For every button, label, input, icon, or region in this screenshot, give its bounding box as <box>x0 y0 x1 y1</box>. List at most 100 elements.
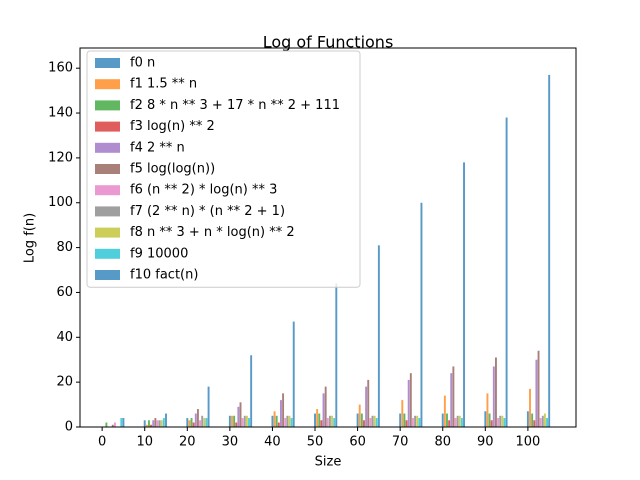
bar <box>318 413 321 427</box>
bar <box>282 393 285 427</box>
bar <box>495 357 497 427</box>
bar <box>531 413 534 427</box>
bar <box>154 418 157 427</box>
bar <box>331 415 334 427</box>
x-tick-label: 10 <box>136 435 153 450</box>
bar <box>411 418 414 427</box>
bar <box>165 413 167 427</box>
bar <box>488 413 491 427</box>
bar <box>539 418 542 427</box>
bar <box>499 415 502 427</box>
bar <box>546 418 549 427</box>
bar <box>248 418 250 427</box>
bar <box>448 420 451 427</box>
bar <box>537 350 540 427</box>
bar <box>535 359 538 427</box>
bar <box>237 406 240 427</box>
x-tick-label: 60 <box>349 435 366 450</box>
bar <box>145 424 148 427</box>
bar <box>399 413 402 427</box>
x-tick-label: 70 <box>392 435 409 450</box>
x-tick-label: 40 <box>264 435 281 450</box>
bar <box>113 422 116 427</box>
bar <box>326 418 329 427</box>
legend-label: f4 2 ** n <box>130 140 185 155</box>
bar <box>286 415 289 427</box>
x-tick-label: 100 <box>515 435 540 450</box>
bar <box>324 386 327 427</box>
legend-label: f7 (2 ** n) * (n ** 2 + 1) <box>130 204 285 219</box>
bar <box>456 415 459 427</box>
bar <box>377 245 380 427</box>
legend-label: f10 fact(n) <box>130 268 198 283</box>
x-axis-label: Size <box>315 455 342 470</box>
bar <box>188 420 191 427</box>
bar <box>369 418 372 427</box>
bar <box>143 420 146 427</box>
bar <box>360 413 363 427</box>
y-axis-label: Log f(n) <box>23 213 38 263</box>
bar <box>314 413 316 427</box>
bar <box>245 415 248 427</box>
chart-title: Log of Functions <box>263 33 394 52</box>
bar <box>501 415 504 427</box>
bar <box>441 413 444 427</box>
bar <box>463 162 465 427</box>
legend-swatch <box>95 164 120 174</box>
legend-swatch <box>95 121 120 132</box>
legend-swatch <box>95 79 120 90</box>
bar <box>405 420 408 427</box>
bar <box>279 400 282 427</box>
y-tick-label: 60 <box>56 285 73 300</box>
bar <box>484 411 487 427</box>
bar <box>160 420 163 427</box>
bar <box>450 373 453 427</box>
bar <box>407 379 410 427</box>
bar <box>452 366 455 427</box>
y-tick-label: 140 <box>48 106 73 121</box>
bar <box>335 283 338 427</box>
bar <box>446 413 448 427</box>
x-tick-label: 20 <box>179 435 196 450</box>
x-tick-label: 30 <box>222 435 239 450</box>
y-tick-label: 160 <box>48 61 73 76</box>
bar <box>363 420 365 427</box>
bar <box>548 74 551 427</box>
bar <box>486 393 489 427</box>
bar <box>454 418 457 427</box>
bar <box>111 424 114 427</box>
legend-swatch <box>95 206 120 217</box>
bar <box>243 415 246 427</box>
bar <box>250 355 253 427</box>
bar <box>196 409 199 427</box>
legend-swatch <box>95 185 120 196</box>
bar <box>105 422 108 427</box>
bar <box>277 422 280 427</box>
legend-swatch <box>95 58 120 68</box>
bar <box>239 402 242 427</box>
y-tick-label: 20 <box>56 375 73 390</box>
bar <box>403 413 406 427</box>
bar <box>322 393 325 427</box>
bar <box>401 400 404 427</box>
x-tick-label: 0 <box>98 435 106 450</box>
bar <box>371 415 374 427</box>
bar <box>284 418 287 427</box>
y-tick-label: 120 <box>48 150 73 165</box>
y-tick-label: 80 <box>56 240 73 255</box>
bar <box>271 415 274 427</box>
legend-swatch <box>95 142 120 153</box>
bar <box>533 420 536 427</box>
legend-swatch <box>95 227 120 238</box>
bar <box>365 386 368 427</box>
bar <box>373 415 376 427</box>
bar <box>228 415 231 427</box>
bar <box>190 418 193 427</box>
bar <box>273 411 276 427</box>
legend-label: f3 log(n) ** 2 <box>130 119 215 134</box>
legend-label: f6 (n ** 2) * log(n) ** 3 <box>130 183 277 198</box>
bar <box>529 388 531 427</box>
bar <box>418 418 421 427</box>
x-tick-label: 80 <box>434 435 451 450</box>
